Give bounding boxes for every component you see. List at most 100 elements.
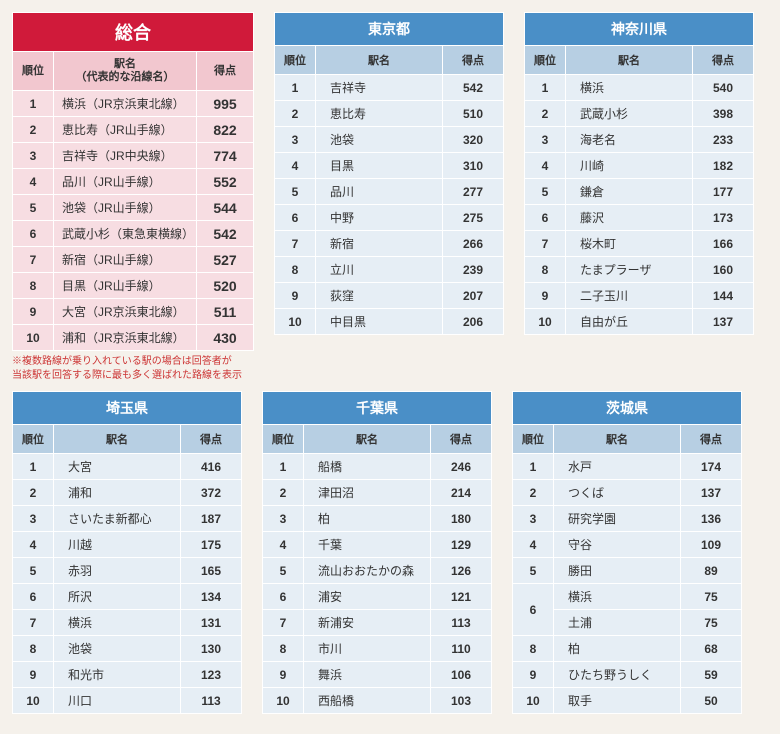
rank-cell: 5	[13, 558, 54, 584]
table-row: 5赤羽165	[13, 558, 242, 584]
score-cell: 372	[181, 480, 242, 506]
score-cell: 59	[681, 662, 742, 688]
station-cell: 恵比寿	[316, 101, 443, 127]
table-row: 6中野275	[275, 205, 504, 231]
ibaraki-table: 茨城県 順位 駅名 得点 1水戸1742つくば1373研究学園1364守谷109…	[512, 391, 742, 714]
rank-cell: 9	[525, 283, 566, 309]
col-score: 得点	[681, 425, 742, 454]
rank-cell: 7	[275, 231, 316, 257]
rank-cell: 4	[525, 153, 566, 179]
score-cell: 552	[197, 169, 254, 195]
table-row: 10川口113	[13, 688, 242, 714]
rank-cell: 10	[275, 309, 316, 335]
rank-cell: 1	[275, 75, 316, 101]
score-cell: 113	[181, 688, 242, 714]
station-cell: 桜木町	[566, 231, 693, 257]
score-cell: 129	[431, 532, 492, 558]
table-row: 2浦和372	[13, 480, 242, 506]
station-cell: 恵比寿（JR山手線）	[54, 117, 197, 143]
rank-cell: 3	[275, 127, 316, 153]
rank-cell: 8	[275, 257, 316, 283]
col-score: 得点	[181, 425, 242, 454]
table-row: 8市川110	[263, 636, 492, 662]
table-row: 8立川239	[275, 257, 504, 283]
score-cell: 160	[693, 257, 754, 283]
score-cell: 110	[431, 636, 492, 662]
col-rank: 順位	[513, 425, 554, 454]
table-row: 3海老名233	[525, 127, 754, 153]
score-cell: 180	[431, 506, 492, 532]
rank-cell: 7	[13, 247, 54, 273]
kanagawa-title: 神奈川県	[525, 13, 754, 46]
rank-cell: 2	[13, 117, 54, 143]
station-cell: 大宮	[54, 454, 181, 480]
score-cell: 540	[693, 75, 754, 101]
rank-cell: 5	[263, 558, 304, 584]
station-cell: 横浜（JR京浜東北線）	[54, 91, 197, 117]
score-cell: 175	[181, 532, 242, 558]
table-row: 9大宮（JR京浜東北線）511	[13, 299, 254, 325]
station-cell: 舞浜	[304, 662, 431, 688]
rank-cell: 1	[263, 454, 304, 480]
table-row: 6浦安121	[263, 584, 492, 610]
rank-cell: 1	[513, 454, 554, 480]
rank-cell: 2	[275, 101, 316, 127]
rank-cell: 6	[263, 584, 304, 610]
station-cell: 武蔵小杉	[566, 101, 693, 127]
station-cell: 勝田	[554, 558, 681, 584]
table-row: 2つくば137	[513, 480, 742, 506]
col-station: 駅名	[54, 425, 181, 454]
table-row: 9ひたち野うしく59	[513, 662, 742, 688]
score-cell: 275	[443, 205, 504, 231]
station-cell: 川越	[54, 532, 181, 558]
table-row: 3研究学園136	[513, 506, 742, 532]
col-score: 得点	[443, 46, 504, 75]
table-row: 5品川277	[275, 179, 504, 205]
score-cell: 75	[681, 584, 742, 610]
col-station: 駅名	[566, 46, 693, 75]
table-row: 7桜木町166	[525, 231, 754, 257]
col-rank: 順位	[263, 425, 304, 454]
table-row: 8たまプラーザ160	[525, 257, 754, 283]
table-row: 1横浜（JR京浜東北線）995	[13, 91, 254, 117]
rank-cell: 10	[513, 688, 554, 714]
station-cell: ひたち野うしく	[554, 662, 681, 688]
station-cell: 柏	[554, 636, 681, 662]
station-cell: 赤羽	[54, 558, 181, 584]
table-row: 2恵比寿（JR山手線）822	[13, 117, 254, 143]
col-score: 得点	[693, 46, 754, 75]
table-row: 7新浦安113	[263, 610, 492, 636]
score-cell: 320	[443, 127, 504, 153]
station-cell: 立川	[316, 257, 443, 283]
station-cell: 川口	[54, 688, 181, 714]
score-cell: 207	[443, 283, 504, 309]
rank-cell: 2	[13, 480, 54, 506]
rank-cell: 5	[275, 179, 316, 205]
rank-cell: 8	[513, 636, 554, 662]
score-cell: 103	[431, 688, 492, 714]
chiba-table: 千葉県 順位 駅名 得点 1船橋2462津田沼2143柏1804千葉1295流山…	[262, 391, 492, 714]
rank-cell: 3	[513, 506, 554, 532]
score-cell: 173	[693, 205, 754, 231]
saitama-table: 埼玉県 順位 駅名 得点 1大宮4162浦和3723さいたま新都心1874川越1…	[12, 391, 242, 714]
rank-cell: 9	[263, 662, 304, 688]
station-cell: 新宿	[316, 231, 443, 257]
score-cell: 137	[693, 309, 754, 335]
station-cell: 川崎	[566, 153, 693, 179]
footnote: ※複数路線が乗り入れている駅の場合は回答者が 当該駅を回答する際に最も多く選ばれ…	[12, 355, 254, 383]
table-row: 1水戸174	[513, 454, 742, 480]
station-cell: 藤沢	[566, 205, 693, 231]
table-row: 2武蔵小杉398	[525, 101, 754, 127]
score-cell: 136	[681, 506, 742, 532]
score-cell: 89	[681, 558, 742, 584]
score-cell: 123	[181, 662, 242, 688]
station-cell: 土浦	[554, 610, 681, 636]
table-row: 4千葉129	[263, 532, 492, 558]
rank-cell: 10	[13, 688, 54, 714]
col-score: 得点	[197, 52, 254, 91]
table-row: 1横浜540	[525, 75, 754, 101]
rank-cell: 4	[13, 169, 54, 195]
station-cell: 目黒（JR山手線）	[54, 273, 197, 299]
station-cell: 水戸	[554, 454, 681, 480]
station-cell: 品川（JR山手線）	[54, 169, 197, 195]
